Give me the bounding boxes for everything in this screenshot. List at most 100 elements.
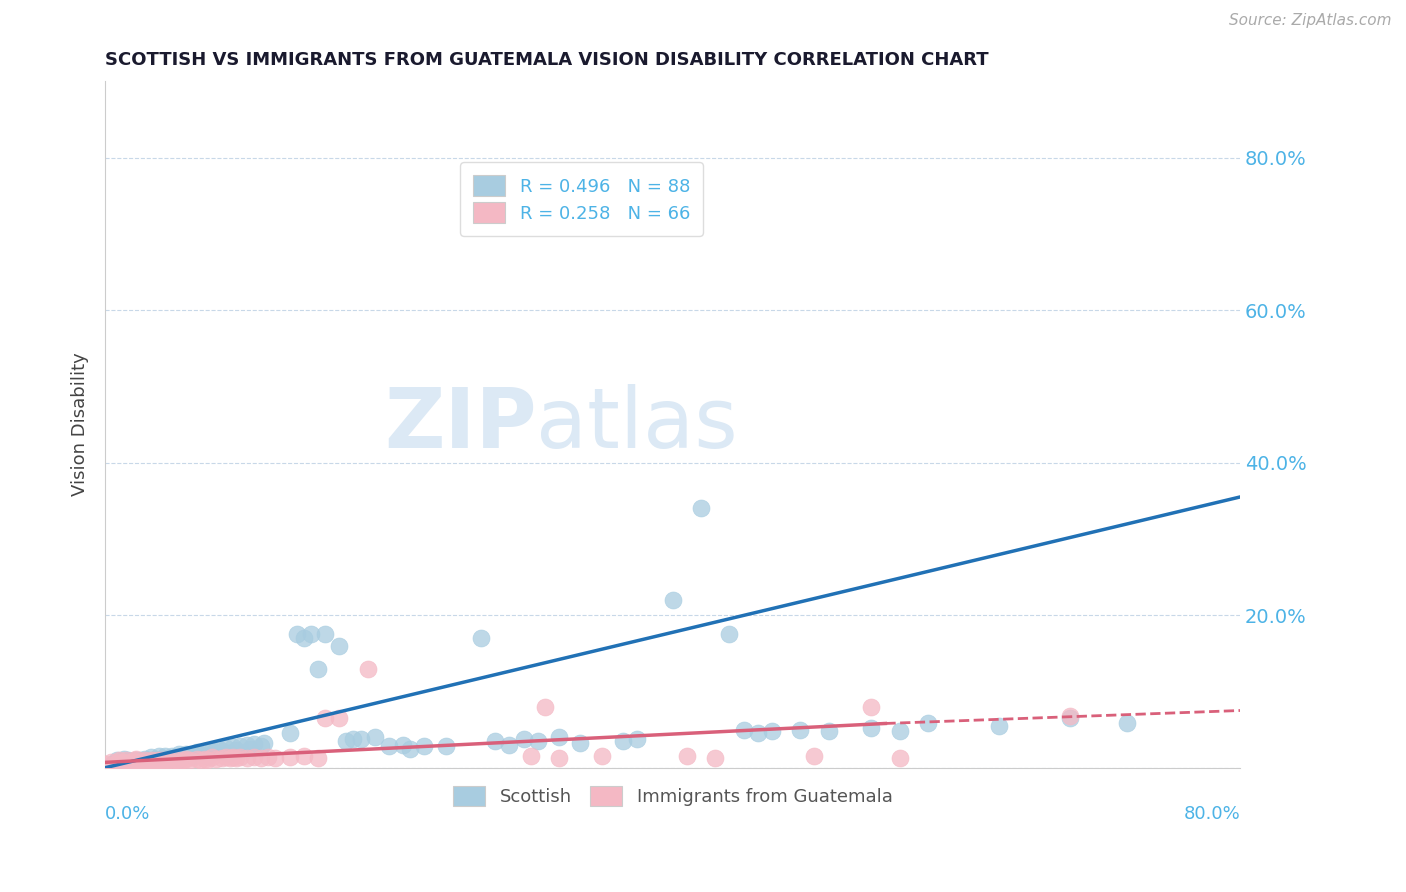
Point <box>188 753 211 767</box>
Point <box>165 750 187 764</box>
Point <box>160 755 183 769</box>
Point <box>195 748 218 763</box>
Text: ZIP: ZIP <box>384 384 537 465</box>
Point <box>314 711 336 725</box>
Point <box>250 739 273 754</box>
Point <box>131 755 153 769</box>
Point <box>349 731 371 746</box>
Point <box>215 740 238 755</box>
Point <box>125 753 148 767</box>
Point <box>803 749 825 764</box>
Point <box>761 724 783 739</box>
Point <box>512 732 534 747</box>
Point <box>612 734 634 748</box>
Y-axis label: Vision Disability: Vision Disability <box>72 352 89 497</box>
Point <box>860 699 883 714</box>
Point <box>155 755 177 769</box>
Point <box>146 753 169 767</box>
Point <box>889 751 911 765</box>
Point <box>174 747 197 761</box>
Point <box>243 737 266 751</box>
Point <box>195 753 218 767</box>
Point <box>889 724 911 739</box>
Point <box>188 747 211 761</box>
Point <box>205 751 228 765</box>
Point <box>120 756 142 771</box>
Point <box>307 662 329 676</box>
Point <box>219 751 242 765</box>
Point <box>160 748 183 763</box>
Point <box>117 753 139 767</box>
Point <box>153 749 176 764</box>
Point <box>122 753 145 767</box>
Point <box>342 731 364 746</box>
Point <box>150 751 173 765</box>
Point <box>108 756 131 771</box>
Point <box>1059 709 1081 723</box>
Point <box>174 751 197 765</box>
Point <box>215 750 238 764</box>
Point <box>257 750 280 764</box>
Text: 80.0%: 80.0% <box>1184 805 1240 823</box>
Point <box>218 746 240 760</box>
Point <box>222 740 245 755</box>
Point <box>364 730 387 744</box>
Point <box>200 750 222 764</box>
Point <box>236 738 259 752</box>
Point <box>139 750 162 764</box>
Text: 0.0%: 0.0% <box>105 805 150 823</box>
Point <box>136 753 159 767</box>
Point <box>328 639 350 653</box>
Point <box>690 501 713 516</box>
Point <box>299 627 322 641</box>
Text: Source: ZipAtlas.com: Source: ZipAtlas.com <box>1229 13 1392 29</box>
Point <box>115 756 138 770</box>
Text: SCOTTISH VS IMMIGRANTS FROM GUATEMALA VISION DISABILITY CORRELATION CHART: SCOTTISH VS IMMIGRANTS FROM GUATEMALA VI… <box>105 51 988 69</box>
Point <box>285 627 308 641</box>
Point <box>569 736 592 750</box>
Point <box>718 627 741 641</box>
Point <box>111 755 134 769</box>
Point <box>124 756 146 770</box>
Point <box>917 716 939 731</box>
Point <box>229 750 252 764</box>
Point <box>127 756 149 771</box>
Point <box>127 755 149 769</box>
Point <box>250 751 273 765</box>
Point <box>111 755 134 769</box>
Point <box>167 747 190 761</box>
Point <box>148 756 170 770</box>
Point <box>211 751 233 765</box>
Point <box>534 699 557 714</box>
Point <box>115 753 138 767</box>
Point <box>141 755 163 769</box>
Point <box>169 751 191 765</box>
Point <box>817 724 839 739</box>
Point <box>392 738 415 752</box>
Point <box>328 711 350 725</box>
Point <box>239 741 262 756</box>
Point <box>105 756 128 771</box>
Point <box>125 751 148 765</box>
Point <box>225 751 247 765</box>
Point <box>165 753 187 767</box>
Point <box>378 739 401 754</box>
Point <box>136 756 159 770</box>
Point <box>120 756 142 771</box>
Point <box>200 743 222 757</box>
Point <box>278 726 301 740</box>
Point <box>134 751 156 765</box>
Point <box>307 751 329 765</box>
Point <box>253 736 276 750</box>
Point <box>193 751 215 765</box>
Point <box>112 751 135 765</box>
Point <box>103 756 125 771</box>
Legend: Scottish, Immigrants from Guatemala: Scottish, Immigrants from Guatemala <box>446 779 900 814</box>
Point <box>733 723 755 737</box>
Point <box>186 751 208 765</box>
Point <box>278 750 301 764</box>
Point <box>292 749 315 764</box>
Point <box>100 755 122 769</box>
Point <box>172 748 194 763</box>
Point <box>591 749 613 764</box>
